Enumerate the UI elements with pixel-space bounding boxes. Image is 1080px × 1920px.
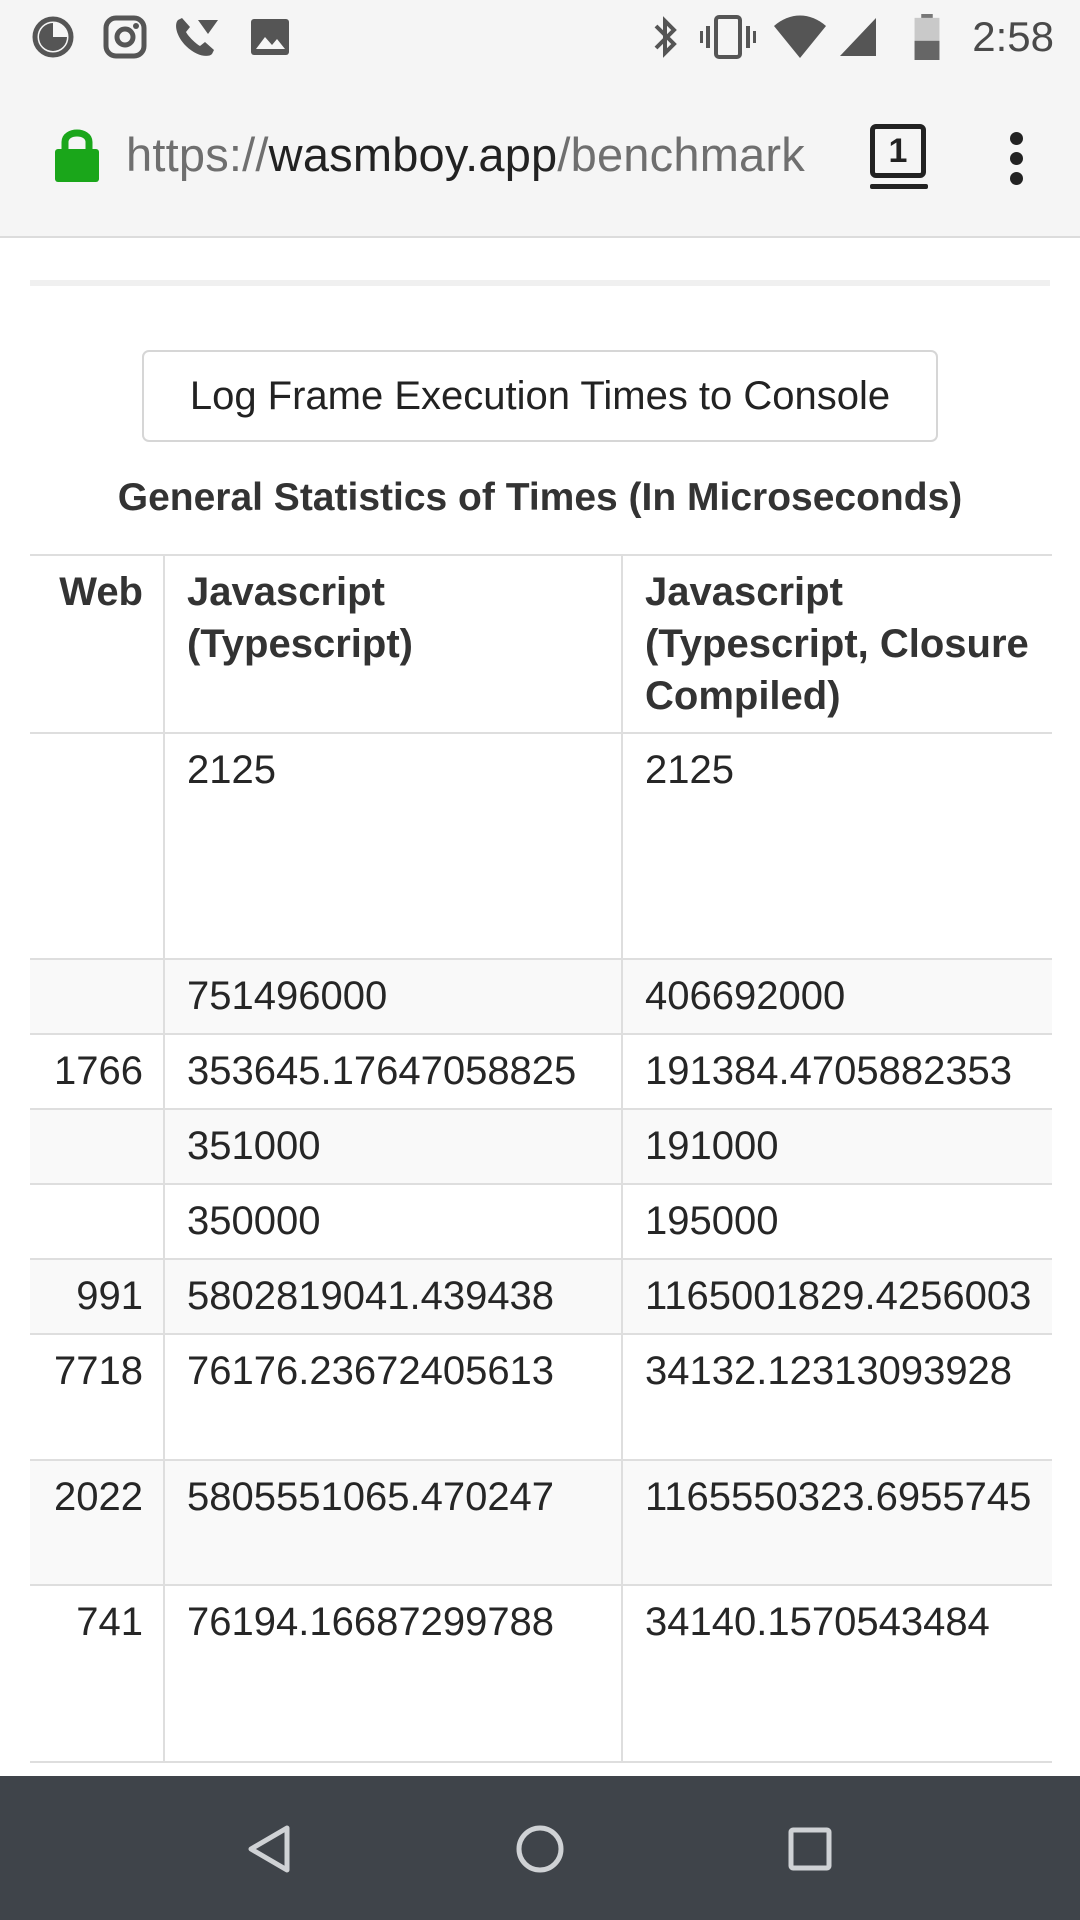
table-cell: 7718 (30, 1333, 165, 1461)
header-js-typescript: Javascript (Typescript) (163, 554, 623, 734)
tab-switcher-button[interactable]: 1 (868, 122, 932, 189)
lock-icon[interactable] (52, 126, 102, 182)
image-icon (251, 19, 289, 55)
table-cell: 351000 (163, 1108, 623, 1185)
table-cell: 34140.1570543484 (621, 1584, 1052, 1763)
table-cell: 1165001829.4256003 (621, 1258, 1052, 1335)
table-cell: 751496000 (163, 958, 623, 1035)
bluetooth-icon (654, 16, 677, 58)
table-cell: 350000 (163, 1183, 623, 1260)
cell-signal-icon (840, 18, 876, 56)
table-cell: 2022 (30, 1459, 165, 1586)
home-icon[interactable] (505, 1814, 575, 1884)
url-field[interactable]: https://wasmboy.app/benchmark (126, 126, 805, 184)
stats-table-scroll[interactable]: Web Javascript (Typescript) Javascript (… (30, 554, 1052, 1764)
system-nav-bar (0, 1776, 1080, 1920)
table-cell: 1165550323.6955745 (621, 1459, 1052, 1586)
back-icon[interactable] (235, 1814, 305, 1884)
url-domain: wasmboy.app (268, 128, 558, 181)
table-row: 351000 191000 (30, 1108, 1052, 1185)
table-cell: 991 (30, 1258, 165, 1335)
table-row: 1766 353645.17647058825 191384.470588235… (30, 1033, 1052, 1110)
log-frame-times-button[interactable]: Log Frame Execution Times to Console (142, 350, 938, 442)
recents-icon[interactable] (775, 1814, 845, 1884)
divider (30, 280, 1050, 286)
table-cell: 5802819041.439438 (163, 1258, 623, 1335)
table-cell: 741 (30, 1584, 165, 1763)
tab-underline (870, 184, 928, 189)
overflow-menu-button[interactable] (990, 126, 1042, 186)
table-cell: 76194.16687299788 (163, 1584, 623, 1763)
status-time: 2:58 (972, 13, 1054, 60)
table-row: 2125 2125 (30, 732, 1052, 960)
vibrate-icon (700, 15, 756, 59)
table-cell: 2125 (621, 732, 1052, 960)
url-scheme: https:// (126, 128, 269, 181)
wifi-calling-icon (176, 18, 218, 56)
page-content[interactable]: Log Frame Execution Times to Console Gen… (0, 240, 1080, 1776)
status-bar: 2:58 (0, 0, 1080, 74)
browser-toolbar: https://wasmboy.app/benchmark 1 (0, 74, 1080, 238)
table-row: 2022 5805551065.470247 1165550323.695574… (30, 1459, 1052, 1586)
table-cell (30, 732, 165, 960)
table-cell: 195000 (621, 1183, 1052, 1260)
table-cell: 191384.4705882353 (621, 1033, 1052, 1110)
menu-dot-icon (1010, 152, 1023, 165)
table-row: 350000 195000 (30, 1183, 1052, 1260)
table-row: 7718 76176.23672405613 34132.12313093928 (30, 1333, 1052, 1461)
wifi-icon (774, 15, 826, 58)
table-row: 991 5802819041.439438 1165001829.4256003 (30, 1258, 1052, 1335)
table-cell: 191000 (621, 1108, 1052, 1185)
menu-dot-icon (1010, 172, 1023, 185)
battery-icon (914, 14, 940, 60)
table-cell: 34132.12313093928 (621, 1333, 1052, 1461)
header-js-closure: Javascript (Typescript, Closure Compiled… (621, 554, 1052, 734)
tab-count: 1 (870, 124, 926, 178)
table-cell: 76176.23672405613 (163, 1333, 623, 1461)
table-cell: 1766 (30, 1033, 165, 1110)
header-web: Web (30, 554, 165, 734)
menu-dot-icon (1010, 132, 1023, 145)
table-row: 751496000 406692000 (30, 958, 1052, 1035)
stats-heading: General Statistics of Times (In Microsec… (117, 476, 963, 519)
table-cell (30, 1108, 165, 1185)
table-cell: 406692000 (621, 958, 1052, 1035)
stats-table: Web Javascript (Typescript) Javascript (… (30, 554, 1052, 1763)
instagram-icon (103, 15, 147, 59)
table-row: 741 76194.16687299788 34140.1570543484 (30, 1584, 1052, 1763)
table-header-row: Web Javascript (Typescript) Javascript (… (30, 554, 1052, 734)
table-cell: 5805551065.470247 (163, 1459, 623, 1586)
table-cell (30, 1183, 165, 1260)
table-cell (30, 958, 165, 1035)
data-saver-icon (32, 16, 74, 58)
table-cell: 2125 (163, 732, 623, 960)
table-cell: 353645.17647058825 (163, 1033, 623, 1110)
url-path: /benchmark (557, 128, 805, 181)
